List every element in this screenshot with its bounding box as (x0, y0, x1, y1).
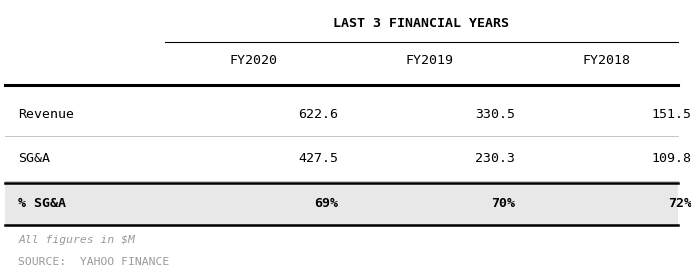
Text: 427.5: 427.5 (298, 152, 338, 165)
Text: FY2020: FY2020 (229, 54, 277, 67)
Text: 622.6: 622.6 (298, 108, 338, 121)
Text: SOURCE:  YAHOO FINANCE: SOURCE: YAHOO FINANCE (19, 256, 170, 267)
Text: 151.5: 151.5 (652, 108, 691, 121)
Text: Revenue: Revenue (19, 108, 75, 121)
Text: 109.8: 109.8 (652, 152, 691, 165)
Text: 72%: 72% (668, 197, 691, 210)
Text: 230.3: 230.3 (475, 152, 515, 165)
FancyBboxPatch shape (5, 183, 678, 225)
Text: 69%: 69% (314, 197, 338, 210)
Text: 70%: 70% (491, 197, 515, 210)
Text: 330.5: 330.5 (475, 108, 515, 121)
Text: SG&A: SG&A (19, 152, 50, 165)
Text: FY2018: FY2018 (583, 54, 631, 67)
Text: All figures in $M: All figures in $M (19, 235, 135, 245)
Text: FY2019: FY2019 (406, 54, 454, 67)
Text: % SG&A: % SG&A (19, 197, 66, 210)
Text: LAST 3 FINANCIAL YEARS: LAST 3 FINANCIAL YEARS (333, 17, 509, 30)
